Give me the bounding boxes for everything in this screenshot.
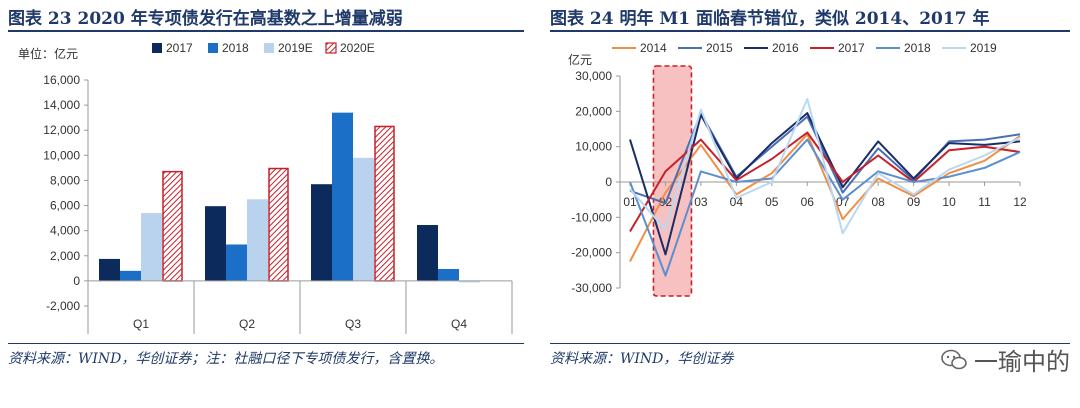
legend-item-2019: 2019 (942, 41, 997, 55)
y-tick-label-1: 0 (73, 274, 80, 288)
legend-label-2020E: 2020E (340, 41, 375, 55)
left-figure-panel: 图表 23 2020 年专项债发行在高基数之上增量减弱 单位：亿元 2017 201… (8, 0, 524, 408)
series-line-2019 (629, 98, 1021, 235)
x-tick-label-11: 11 (978, 195, 991, 209)
y-tick-label-8: 14,000 (43, 98, 80, 112)
x-tick-label-12: 12 (1013, 195, 1027, 209)
legend-label-2017: 2017 (838, 41, 865, 55)
bar-Q2-2020E (268, 167, 289, 282)
legend-item-2020E: 2020E (325, 41, 375, 55)
y-tick-label-7: 12,000 (43, 123, 80, 137)
legend-item-2014: 2014 (612, 41, 667, 55)
y-tick-label-4: 6,000 (50, 199, 80, 213)
x-tick-label-05: 05 (765, 195, 779, 209)
y-unit-label: 亿元 (568, 52, 592, 67)
legend-item-2016: 2016 (744, 41, 799, 55)
y-tick-label-2: 2,000 (50, 249, 80, 263)
y-unit-label: 单位：亿元 (18, 46, 78, 61)
y-tick-label-6: 10,000 (43, 148, 80, 162)
legend-label-2014: 2014 (640, 41, 667, 55)
legend-label-2017: 2017 (166, 41, 193, 55)
y-tick-label-4: 10,000 (575, 140, 612, 154)
x-tick-label-Q2: Q2 (239, 317, 255, 331)
legend-label-2016: 2016 (772, 41, 799, 55)
bar-Q4-2019E (459, 280, 480, 283)
line-chart: 亿元 2014 2015 2016 2017 2018 2019 -30,000 -20,000… (568, 41, 1027, 297)
x-tick-label-04: 04 (730, 195, 744, 209)
bar-Q1-2020E (162, 170, 183, 282)
y-tick-label-2: -10,000 (571, 210, 612, 224)
bar-Q3-2019E (353, 157, 374, 281)
legend-item-2018: 2018 (208, 41, 249, 55)
y-tick-label-1: -20,000 (571, 246, 612, 260)
x-tick-label-09: 09 (907, 195, 921, 209)
left-chart-container: 单位：亿元 2017 2018 2019E 2020E -2,000 0 2,000 4,000… (12, 36, 520, 342)
x-tick-label-06: 06 (801, 195, 815, 209)
highlight-box-02 (652, 65, 693, 297)
bar-Q2-2019E (247, 199, 268, 281)
legend-item-2018: 2018 (876, 41, 931, 55)
right-chart-container: 亿元 2014 2015 2016 2017 2018 2019 -30,000 -20,000… (550, 36, 1070, 342)
bar-Q1-2019E (141, 213, 162, 281)
watermark-text: 一瑜中的 (974, 348, 1070, 376)
right-figure-title: 图表 24 明年 M1 面临春节错位，类似 2014、2017 年 (550, 9, 990, 29)
series-line-2017 (629, 131, 1021, 233)
watermark: 一瑜中的 (940, 342, 1070, 377)
bar-Q1-2018 (120, 270, 141, 281)
y-tick-label-5: 8,000 (50, 173, 80, 187)
legend-swatch-2020E (325, 42, 337, 54)
x-tick-label-01: 01 (623, 195, 637, 209)
bar-Q2-2017 (205, 206, 226, 281)
legend-label-2019: 2019 (970, 41, 997, 55)
bar-chart: 单位：亿元 2017 2018 2019E 2020E -2,000 0 2,000 4,000… (18, 41, 513, 334)
y-tick-label-9: 16,000 (43, 73, 80, 87)
x-tick-label-Q3: Q3 (345, 317, 361, 331)
legend-swatch-2019E (264, 43, 274, 53)
legend-label-2018: 2018 (222, 41, 249, 55)
legend-swatch-2018 (208, 43, 218, 53)
series-line-2016 (629, 112, 1021, 256)
bar-Q1-2017 (99, 258, 120, 281)
bar-Q4-2017 (417, 225, 438, 281)
x-tick-label-03: 03 (694, 195, 708, 209)
x-tick-label-08: 08 (872, 195, 886, 209)
y-tick-label-5: 20,000 (575, 104, 612, 118)
legend-label-2015: 2015 (706, 41, 733, 55)
legend-label-2018: 2018 (904, 41, 931, 55)
legend-label-2019E: 2019E (278, 41, 313, 55)
y-tick-label-3: 4,000 (50, 224, 80, 238)
right-bottom-rule (550, 343, 1070, 344)
bar-Q3-2018 (332, 112, 353, 281)
wechat-icon (941, 349, 967, 369)
legend-swatch-2017 (152, 43, 162, 53)
x-tick-label-07: 07 (836, 195, 850, 209)
y-tick-label-0: -30,000 (571, 281, 612, 295)
y-tick-label-6: 30,000 (575, 69, 612, 83)
x-tick-label-Q4: Q4 (451, 317, 467, 331)
x-tick-label-Q1: Q1 (133, 317, 149, 331)
x-tick-label-10: 10 (942, 195, 956, 209)
bar-Q2-2018 (226, 244, 247, 281)
bar-Q3-2017 (311, 184, 332, 281)
legend-item-2019E: 2019E (264, 41, 313, 55)
left-source-note: 资料来源：WIND，华创证券；注：社融口径下专项债发行，含置换。 (8, 351, 444, 367)
bar-Q4-2018 (438, 268, 459, 281)
left-figure-title: 图表 23 2020 年专项债发行在高基数之上增量减弱 (8, 9, 403, 29)
bar-Q3-2020E (374, 125, 395, 282)
legend-item-2017: 2017 (810, 41, 865, 55)
legend-item-2017: 2017 (152, 41, 193, 55)
y-tick-label-3: 0 (605, 175, 612, 189)
right-title-rule (550, 30, 1070, 32)
right-source-note: 资料来源：WIND，华创证券 (550, 351, 734, 367)
series-line-2014 (629, 133, 1021, 262)
left-title-rule (8, 30, 524, 32)
right-figure-panel: 图表 24 明年 M1 面临春节错位，类似 2014、2017 年 亿元 2014… (550, 0, 1070, 408)
legend-item-2015: 2015 (678, 41, 733, 55)
left-bottom-rule (8, 343, 524, 344)
y-tick-label-0: -2,000 (46, 299, 80, 313)
